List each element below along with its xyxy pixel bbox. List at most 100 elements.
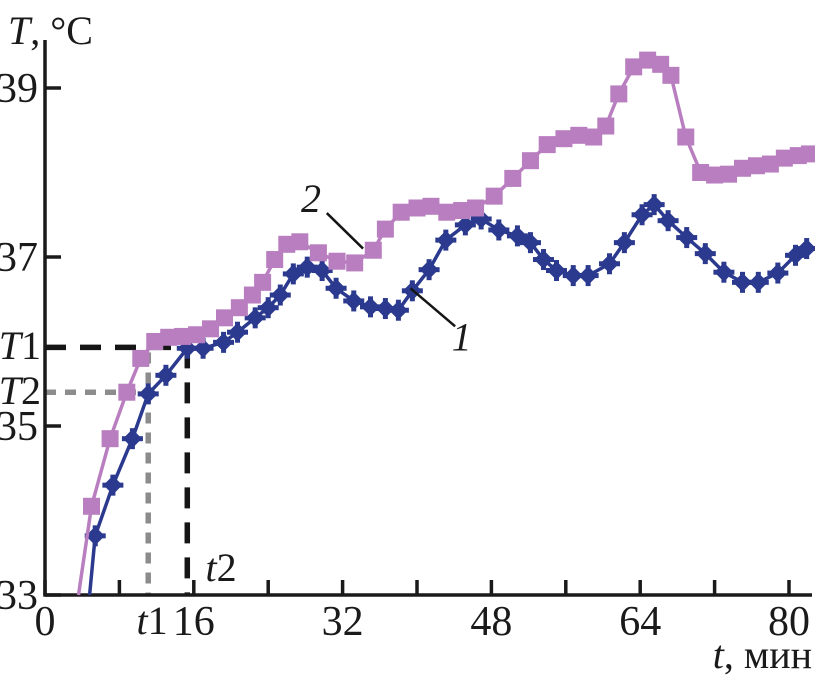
square-marker-series-2	[422, 197, 440, 215]
diamond-marker-bar-series-1	[333, 277, 339, 299]
x-tick-label: 64	[619, 599, 661, 645]
diamond-marker-bar-series-1	[368, 296, 373, 318]
diamond-marker-bar-series-1	[527, 232, 533, 254]
diamond-marker-bar-series-1	[702, 243, 708, 265]
square-marker-series-2	[132, 349, 150, 367]
diamond-marker-bar-series-1	[443, 229, 449, 251]
diamond-marker-bar-series-1	[684, 227, 690, 249]
square-marker-series-2	[734, 159, 751, 177]
square-marker-series-2	[570, 126, 588, 144]
square-marker-series-2	[408, 199, 426, 217]
square-marker-series-2	[160, 328, 178, 346]
square-marker-series-2	[376, 220, 394, 238]
y-tick-label: 33	[0, 573, 38, 619]
diamond-marker-bar-series-1	[740, 271, 745, 293]
diamond-marker-bar-series-1	[290, 263, 296, 285]
square-marker-series-2	[83, 497, 100, 515]
diamond-marker-bar-series-1	[514, 225, 520, 247]
diamond-marker-bar-series-1	[478, 208, 484, 230]
data-series-group	[76, 51, 815, 596]
guide-line-T1-t2	[45, 344, 191, 595]
diamond-marker-bar-series-1	[621, 232, 627, 254]
diamond-marker-bar-series-1	[277, 284, 283, 306]
y-axis-title: T, °C	[8, 8, 93, 53]
diamond-marker-bar-series-1	[304, 256, 310, 278]
guide-label-t1: t1	[136, 598, 167, 643]
diamond-marker-bar-series-1	[721, 261, 727, 283]
square-marker-series-2	[202, 320, 220, 338]
x-tick-label: 48	[470, 599, 512, 645]
square-marker-series-2	[291, 233, 309, 251]
diamond-marker-bar-series-1	[540, 249, 546, 271]
square-marker-series-2	[677, 128, 695, 146]
diamond-marker-bar-series-1	[184, 337, 190, 359]
square-marker-series-2	[438, 203, 456, 221]
square-marker-series-2	[485, 187, 503, 205]
axes-group: 0 16 32 48 64 80 33 35 37 39	[0, 40, 812, 645]
x-tick-label: 32	[322, 599, 364, 645]
square-marker-series-2	[692, 164, 710, 181]
y-tick-label: 39	[0, 66, 38, 112]
diamond-marker-bar-series-1	[793, 244, 799, 266]
diamond-marker-bar-series-1	[395, 299, 401, 321]
square-marker-series-2	[309, 244, 327, 262]
diamond-marker-bar-series-1	[200, 337, 206, 359]
diamond-marker-bar-series-1	[265, 297, 271, 319]
square-marker-series-2	[555, 130, 573, 148]
diamond-marker-bar-series-1	[462, 214, 468, 236]
diamond-marker-bar-series-1	[775, 262, 781, 284]
square-marker-series-2	[662, 66, 680, 84]
guide-label-T1: T1	[0, 323, 41, 368]
x-tick-label: 80	[768, 599, 810, 645]
square-marker-series-2	[800, 145, 815, 163]
square-marker-series-2	[254, 273, 272, 291]
diamond-marker-bar-series-1	[252, 307, 258, 329]
diamond-marker-bar-series-1	[607, 253, 613, 275]
square-marker-series-2	[639, 51, 657, 69]
diamond-marker-bar-series-1	[639, 204, 645, 226]
square-marker-series-2	[610, 85, 628, 103]
curve-number-label-2: 2	[301, 176, 321, 221]
square-marker-series-2	[597, 117, 615, 135]
square-marker-series-2	[521, 152, 539, 170]
square-marker-series-2	[467, 199, 485, 217]
curve-number-label-1: 1	[452, 314, 472, 359]
square-marker-series-2	[504, 169, 522, 187]
diamond-marker-bar-series-1	[651, 194, 657, 216]
diamond-marker-bar-series-1	[755, 271, 761, 293]
diamond-marker-bar-series-1	[426, 259, 432, 281]
diamond-marker-bar-series-1	[110, 474, 116, 496]
square-marker-series-2	[101, 430, 119, 448]
square-marker-series-2	[538, 136, 556, 154]
y-tick-label: 37	[0, 235, 38, 281]
diamond-marker-bar-series-1	[382, 298, 388, 320]
x-tick-label: 16	[173, 599, 215, 645]
y-tick-label: 35	[0, 404, 38, 450]
diamond-marker-bar-series-1	[163, 364, 169, 386]
square-marker-series-2	[706, 166, 724, 184]
square-marker-series-2	[188, 326, 206, 344]
square-marker-series-2	[215, 309, 233, 327]
diamond-marker-bar-series-1	[804, 238, 810, 260]
square-marker-series-2	[747, 157, 765, 175]
curve-line-series-1	[87, 202, 808, 596]
square-marker-series-2	[346, 254, 364, 272]
diamond-marker-bar-series-1	[92, 525, 98, 547]
guide-label-T2: T2	[0, 368, 41, 413]
square-marker-series-2	[625, 58, 643, 76]
curve-leader-line-1	[409, 287, 456, 328]
diamond-marker-bar-series-1	[129, 428, 135, 450]
guide-label-t2: t2	[205, 545, 236, 590]
square-marker-series-2	[328, 252, 346, 270]
diamond-marker-bar-series-1	[496, 219, 502, 241]
square-marker-series-2	[230, 299, 248, 317]
square-marker-series-2	[266, 251, 284, 269]
diamond-marker-bar-series-1	[319, 260, 325, 282]
square-marker-series-2	[775, 149, 793, 167]
diamond-marker-bar-series-1	[585, 265, 591, 287]
square-marker-series-2	[392, 203, 410, 221]
diamond-marker-bar-series-1	[235, 321, 241, 343]
diamond-marker-bar-series-1	[665, 210, 671, 232]
